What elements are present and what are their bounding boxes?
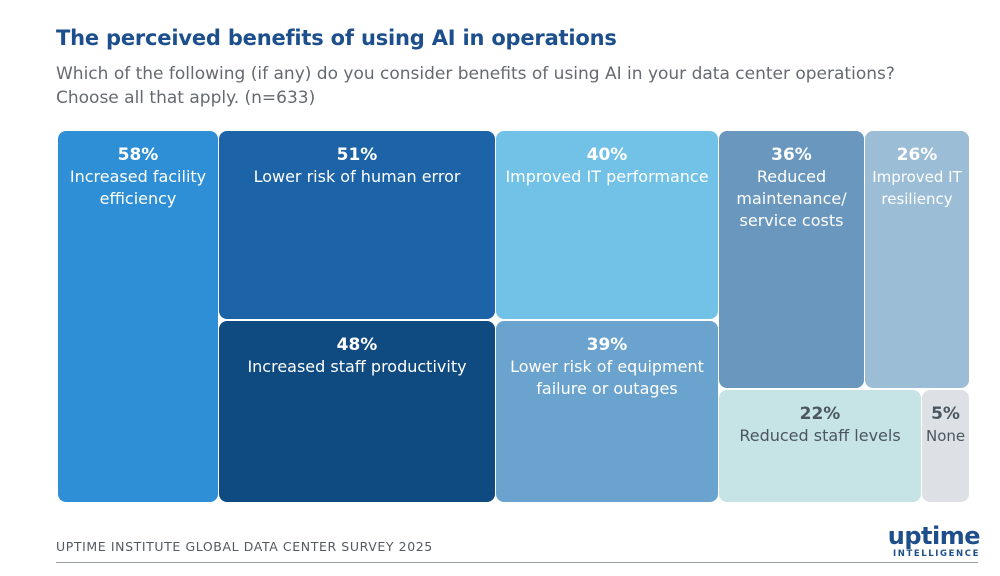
tile-increased-staff-productivity: 48% Increased staff productivity [219, 321, 495, 502]
tile-value: 58% [117, 145, 159, 165]
tile-label: Reduced maintenance/ service costs [736, 167, 847, 230]
tile-none: 5% None [922, 390, 969, 502]
logo-subtitle: INTELLIGENCE [892, 549, 980, 559]
tile-value: 26% [896, 145, 938, 165]
source-footer: UPTIME INSTITUTE GLOBAL DATA CENTER SURV… [56, 539, 433, 554]
logo-wordmark: uptime [887, 522, 981, 550]
tile-lower-risk-of-human-error: 51% Lower risk of human error [219, 131, 495, 319]
tile-label: Increased facility efficiency [69, 167, 207, 208]
tile-value: 39% [586, 335, 628, 355]
tile-label: None [926, 427, 966, 445]
tile-increased-facility-efficiency: 58% Increased facility efficiency [58, 131, 218, 502]
chart-title: The perceived benefits of using AI in op… [56, 26, 617, 50]
tile-improved-it-resiliency: 26% Improved IT resiliency [865, 131, 969, 388]
uptime-logo: uptime INTELLIGENCE [887, 522, 981, 559]
tile-label: Lower risk of human error [253, 167, 461, 186]
tile-value: 51% [336, 145, 378, 165]
tile-reduced-maintenance-service-costs: 36% Reduced maintenance/ service costs [719, 131, 864, 388]
tile-label: Improved IT performance [505, 167, 709, 186]
tile-label: Lower risk of equipment failure or outag… [510, 357, 704, 398]
tile-lower-risk-of-equipment-failure-or-outages: 39% Lower risk of equipment failure or ou… [496, 321, 718, 502]
tile-improved-it-performance: 40% Improved IT performance [496, 131, 718, 319]
tile-value: 22% [799, 404, 841, 424]
chart-subtitle: Which of the following (if any) do you c… [56, 64, 895, 108]
tile-label: Reduced staff levels [739, 426, 901, 445]
tile-value: 36% [771, 145, 812, 165]
tile-value: 5% [931, 404, 960, 424]
footer-divider [56, 562, 978, 563]
tile-value: 48% [336, 335, 378, 355]
tile-label: Increased staff productivity [247, 357, 467, 376]
tile-value: 40% [586, 145, 628, 165]
tile-reduced-staff-levels: 22% Reduced staff levels [719, 390, 921, 502]
tile-label: Improved IT resiliency [872, 168, 962, 208]
